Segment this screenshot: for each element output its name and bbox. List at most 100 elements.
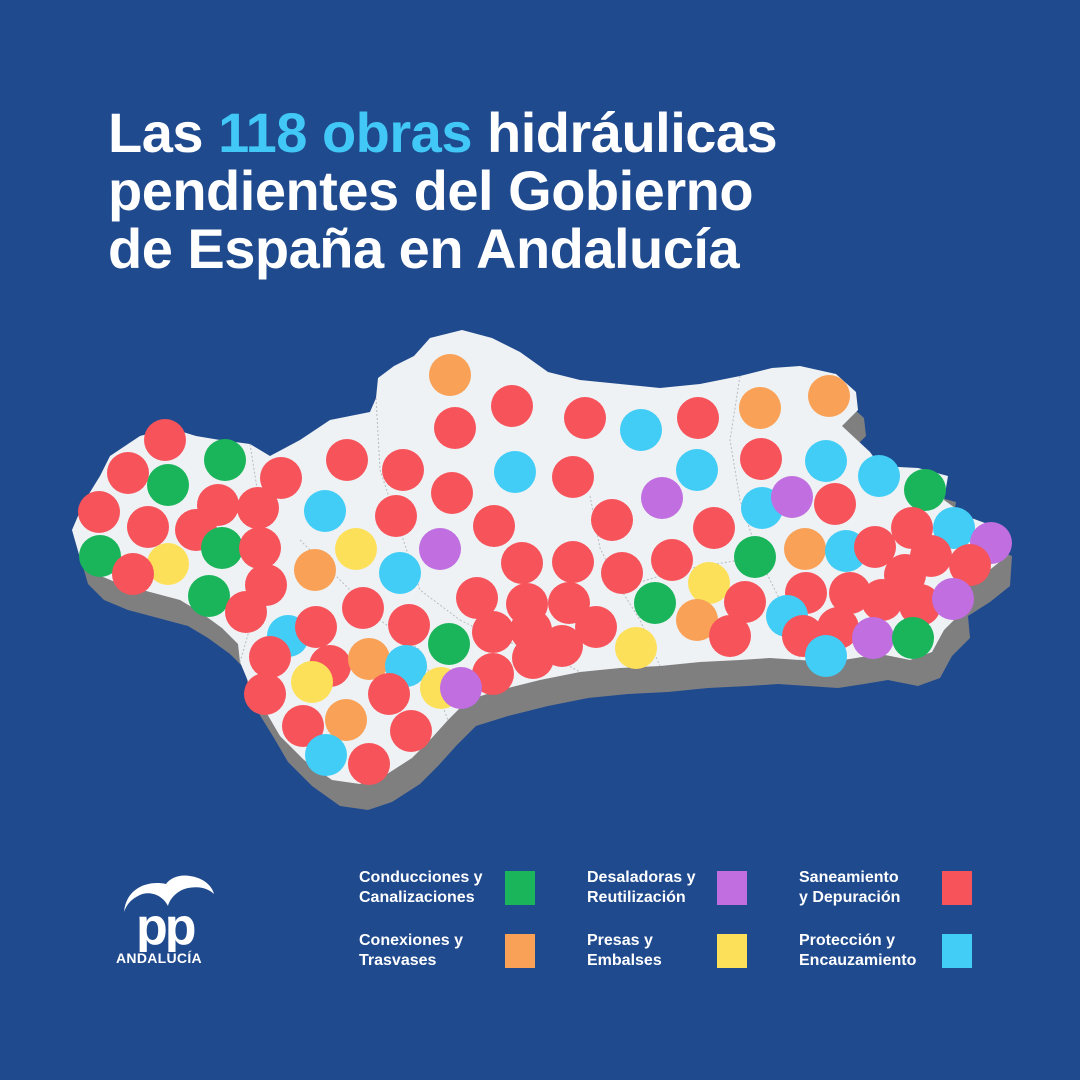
marker-saneamiento <box>693 507 735 549</box>
legend-label: Protección y Encauzamiento <box>799 931 916 971</box>
legend-swatch <box>717 871 747 905</box>
marker-saneamiento <box>548 582 590 624</box>
legend-label: Presas y Embalses <box>587 931 662 971</box>
marker-presas <box>291 661 333 703</box>
legend-label: Conducciones y Canalizaciones <box>359 868 483 908</box>
marker-desaladoras <box>440 667 482 709</box>
marker-saneamiento <box>431 472 473 514</box>
legend-line-2: Canalizaciones <box>359 889 475 906</box>
marker-saneamiento <box>295 606 337 648</box>
marker-saneamiento <box>127 506 169 548</box>
pp-logo: pp <box>114 872 224 972</box>
marker-saneamiento <box>949 544 991 586</box>
marker-proteccion <box>379 552 421 594</box>
marker-proteccion <box>858 455 900 497</box>
marker-saneamiento <box>575 606 617 648</box>
marker-saneamiento <box>107 452 149 494</box>
title-line-3: de España en Andalucía <box>108 217 740 280</box>
marker-saneamiento <box>854 526 896 568</box>
legend-item-proteccion: Protección y Encauzamiento <box>799 931 979 975</box>
marker-presas <box>688 562 730 604</box>
pp-logo-icon: pp <box>124 875 214 956</box>
marker-saneamiento <box>78 491 120 533</box>
marker-saneamiento <box>591 499 633 541</box>
marker-saneamiento <box>375 495 417 537</box>
legend-line-2: Encauzamiento <box>799 952 917 969</box>
marker-desaladoras <box>771 476 813 518</box>
title-line1-suffix: hidráulicas <box>471 101 778 164</box>
marker-conducciones <box>892 617 934 659</box>
marker-saneamiento <box>225 591 267 633</box>
legend-swatch <box>942 871 972 905</box>
logo-subtitle: ANDALUCÍA <box>116 950 202 966</box>
marker-conexiones <box>429 354 471 396</box>
page-title: Las 118 obras hidráulicas pendientes del… <box>108 104 1008 278</box>
marker-saneamiento <box>899 584 941 626</box>
marker-saneamiento <box>434 407 476 449</box>
marker-conexiones <box>739 387 781 429</box>
marker-saneamiento <box>112 553 154 595</box>
legend-line-1: Saneamiento <box>799 869 899 886</box>
marker-desaladoras <box>641 477 683 519</box>
marker-proteccion <box>676 449 718 491</box>
legend-line-1: Presas y <box>587 932 653 949</box>
legend-line-1: Desaladoras y <box>587 869 696 886</box>
marker-saneamiento <box>472 611 514 653</box>
marker-conexiones <box>676 599 718 641</box>
marker-saneamiento <box>282 705 324 747</box>
marker-saneamiento <box>326 439 368 481</box>
marker-saneamiento <box>601 552 643 594</box>
legend-line-1: Protección y <box>799 932 896 949</box>
legend-swatch <box>505 934 535 968</box>
marker-saneamiento <box>512 637 554 679</box>
marker-conexiones <box>808 375 850 417</box>
marker-saneamiento <box>651 539 693 581</box>
marker-conexiones <box>325 699 367 741</box>
legend-swatch <box>717 934 747 968</box>
marker-proteccion <box>933 507 975 549</box>
legend-label: Conexiones y Trasvases <box>359 931 463 971</box>
marker-saneamiento <box>564 397 606 439</box>
marker-saneamiento <box>829 572 871 614</box>
marker-saneamiento <box>390 710 432 752</box>
marker-presas <box>335 528 377 570</box>
title-highlight: 118 obras <box>218 101 472 164</box>
marker-saneamiento <box>501 542 543 584</box>
marker-saneamiento <box>740 438 782 480</box>
marker-proteccion <box>805 635 847 677</box>
marker-proteccion <box>494 451 536 493</box>
marker-conexiones <box>348 638 390 680</box>
title-line-1: Las 118 obras hidráulicas <box>108 104 1008 162</box>
marker-saneamiento <box>552 456 594 498</box>
legend-label: Saneamiento y Depuración <box>799 868 900 908</box>
marker-saneamiento <box>388 604 430 646</box>
marker-proteccion <box>304 490 346 532</box>
marker-conducciones <box>904 469 946 511</box>
marker-proteccion <box>305 734 347 776</box>
project-markers <box>78 354 1012 785</box>
marker-saneamiento <box>709 615 751 657</box>
marker-saneamiento <box>144 419 186 461</box>
marker-saneamiento <box>814 483 856 525</box>
legend-line-2: Reutilización <box>587 889 686 906</box>
legend-line-2: Embalses <box>587 952 662 969</box>
marker-conducciones <box>79 535 121 577</box>
marker-conducciones <box>634 582 676 624</box>
title-prefix: Las <box>108 101 219 164</box>
marker-saneamiento <box>249 636 291 678</box>
marker-conexiones <box>784 528 826 570</box>
legend-item-conducciones: Conducciones y Canalizaciones <box>359 868 539 912</box>
marker-saneamiento <box>677 397 719 439</box>
marker-saneamiento <box>368 673 410 715</box>
legend-label: Desaladoras y Reutilización <box>587 868 696 908</box>
marker-conducciones <box>147 464 189 506</box>
marker-saneamiento <box>244 673 286 715</box>
legend-swatch <box>942 934 972 968</box>
title-line-2: pendientes del Gobierno <box>108 159 754 222</box>
marker-conducciones <box>734 536 776 578</box>
marker-saneamiento <box>724 581 766 623</box>
legend-item-presas: Presas y Embalses <box>587 931 757 975</box>
svg-text:pp: pp <box>136 898 195 952</box>
marker-saneamiento <box>382 449 424 491</box>
